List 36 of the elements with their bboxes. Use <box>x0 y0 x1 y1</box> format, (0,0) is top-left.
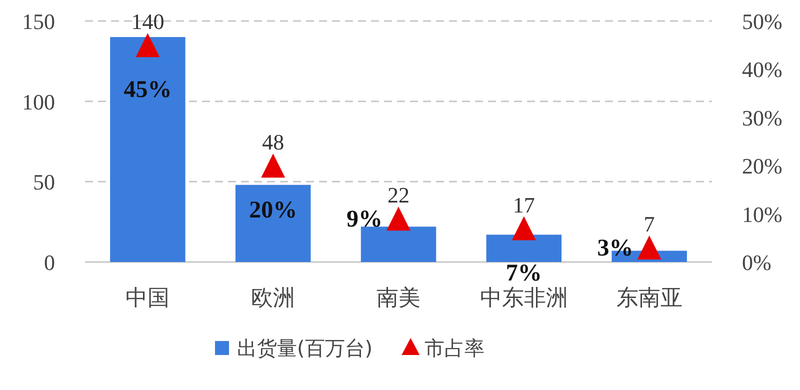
y-tick-label: 100 <box>22 89 55 114</box>
x-tick-label: 中东非洲 <box>480 286 568 311</box>
point <box>136 33 160 58</box>
data-label: 7% <box>506 260 542 286</box>
legend-label: 出货量(百万台) <box>237 336 373 360</box>
data-label: 20% <box>249 198 298 224</box>
data-label: 22 <box>388 182 410 208</box>
x-tick-label: 东南亚 <box>616 286 682 311</box>
y2-tick-label: 40% <box>742 57 782 82</box>
data-label: 48 <box>262 130 284 155</box>
y-tick-label: 150 <box>22 9 55 34</box>
data-label: 45% <box>124 77 172 104</box>
y2-tick-label: 30% <box>742 105 782 130</box>
x-tick-label: 欧洲 <box>251 286 296 311</box>
legend-label: 市占率 <box>424 336 485 360</box>
x-tick-label: 南美 <box>376 286 420 311</box>
y-tick-label: 0 <box>44 250 55 275</box>
data-label: 7 <box>644 212 655 237</box>
x-tick-label: 中国 <box>126 286 170 311</box>
bar <box>360 226 436 262</box>
point <box>637 236 662 260</box>
y2-tick-label: 0% <box>742 250 772 275</box>
data-label: 9% <box>346 206 382 233</box>
data-label: 140 <box>131 9 164 34</box>
y2-tick-label: 20% <box>742 154 782 179</box>
bar <box>110 37 186 262</box>
y2-tick-label: 50% <box>742 9 782 34</box>
data-label: 3% <box>597 236 634 262</box>
data-label: 17 <box>512 192 535 218</box>
y-tick-label: 50 <box>33 170 55 195</box>
point <box>261 154 286 178</box>
bar <box>235 184 311 262</box>
point <box>512 216 536 240</box>
bar <box>486 234 562 262</box>
point <box>386 206 410 231</box>
y2-tick-label: 10% <box>742 202 782 227</box>
